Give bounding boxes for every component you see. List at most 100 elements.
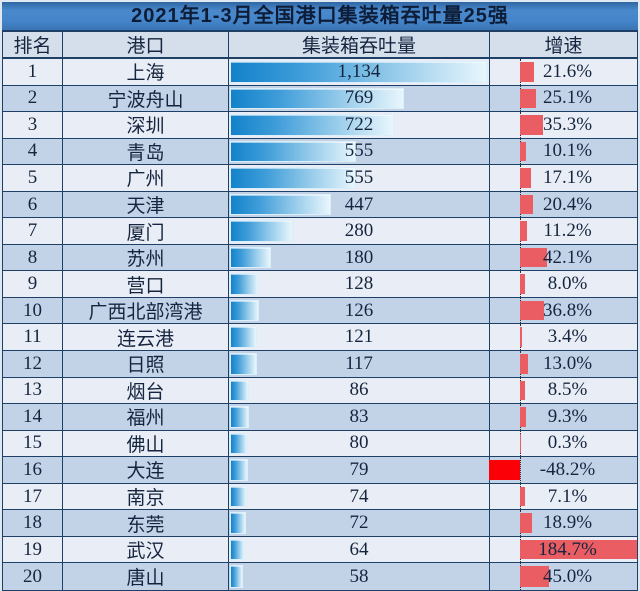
- throughput-value: 79: [350, 459, 369, 481]
- table-row: 5 广州 555 17.1%: [3, 165, 637, 192]
- growth-cell: 20.4%: [490, 192, 637, 218]
- throughput-value: 117: [345, 353, 373, 375]
- throughput-cell: 555: [229, 165, 490, 191]
- ranking-table: 排名 港口 集装箱吞吐量 增速 1 上海 1,134 21.6% 2 宁波舟山 …: [2, 30, 638, 591]
- rank-value: 8: [3, 245, 63, 271]
- growth-cell: 7.1%: [490, 484, 637, 510]
- growth-value: 20.4%: [514, 194, 621, 216]
- rank-value: 16: [3, 457, 63, 483]
- port-name: 日照: [63, 351, 229, 377]
- port-name: 连云港: [63, 324, 229, 350]
- rank-value: 13: [3, 378, 63, 404]
- growth-value: 0.3%: [514, 432, 621, 454]
- page-title: 2021年1-3月全国港口集装箱吞吐量25强: [2, 2, 638, 30]
- throughput-cell: 80: [229, 431, 490, 457]
- rank-value: 7: [3, 218, 63, 244]
- throughput-value: 1,134: [338, 61, 381, 83]
- growth-value: 45.0%: [514, 566, 621, 588]
- port-name: 烟台: [63, 378, 229, 404]
- growth-cell: 8.0%: [490, 271, 637, 297]
- growth-value: 9.3%: [514, 406, 621, 428]
- throughput-cell: 64: [229, 537, 490, 563]
- rank-value: 1: [3, 59, 63, 85]
- throughput-value: 555: [345, 140, 374, 162]
- growth-cell: 35.3%: [490, 112, 637, 138]
- header-port: 港口: [63, 32, 229, 57]
- growth-value: 11.2%: [514, 220, 621, 242]
- growth-cell: 18.9%: [490, 510, 637, 536]
- growth-value: 13.0%: [514, 353, 621, 375]
- growth-value: 7.1%: [514, 486, 621, 508]
- throughput-value: 769: [345, 87, 374, 109]
- throughput-bar: [230, 273, 259, 295]
- table-row: 4 青岛 555 10.1%: [3, 139, 637, 166]
- growth-cell: 9.3%: [490, 404, 637, 430]
- growth-cell: 10.1%: [490, 139, 637, 165]
- table-body: 1 上海 1,134 21.6% 2 宁波舟山 769 25.1% 3 深圳 7…: [3, 59, 637, 590]
- growth-value: 36.8%: [514, 300, 621, 322]
- throughput-cell: 72: [229, 510, 490, 536]
- throughput-value: 86: [350, 379, 369, 401]
- growth-value: 17.1%: [514, 167, 621, 189]
- port-name: 广州: [63, 165, 229, 191]
- rank-value: 18: [3, 510, 63, 536]
- table-row: 16 大连 79 -48.2%: [3, 457, 637, 484]
- rank-value: 11: [3, 324, 63, 350]
- port-name: 上海: [63, 59, 229, 85]
- table-row: 6 天津 447 20.4%: [3, 192, 637, 219]
- growth-value: 184.7%: [514, 539, 621, 561]
- port-name: 武汉: [63, 537, 229, 563]
- throughput-cell: 1,134: [229, 59, 490, 85]
- growth-value: 25.1%: [514, 87, 621, 109]
- throughput-bar: [230, 326, 257, 348]
- rank-value: 15: [3, 431, 63, 457]
- growth-value: 21.6%: [514, 61, 621, 83]
- table-row: 2 宁波舟山 769 25.1%: [3, 86, 637, 113]
- throughput-value: 280: [345, 220, 374, 242]
- throughput-bar: [230, 167, 356, 189]
- growth-cell: 42.1%: [490, 245, 637, 271]
- port-name: 营口: [63, 271, 229, 297]
- rank-value: 9: [3, 271, 63, 297]
- rank-value: 20: [3, 563, 63, 590]
- throughput-value: 58: [350, 566, 369, 588]
- throughput-bar: [230, 565, 243, 588]
- throughput-cell: 117: [229, 351, 490, 377]
- throughput-bar: [230, 433, 248, 455]
- throughput-value: 126: [345, 300, 374, 322]
- throughput-cell: 180: [229, 245, 490, 271]
- throughput-bar: [230, 247, 271, 269]
- throughput-value: 447: [345, 194, 374, 216]
- growth-cell: 8.5%: [490, 378, 637, 404]
- throughput-bar: [230, 406, 249, 428]
- throughput-bar: [230, 380, 249, 402]
- throughput-cell: 79: [229, 457, 490, 483]
- growth-value: 18.9%: [514, 512, 621, 534]
- throughput-bar: [230, 300, 259, 322]
- throughput-bar: [230, 88, 404, 110]
- throughput-cell: 58: [229, 563, 490, 590]
- table-row: 20 唐山 58 45.0%: [3, 563, 637, 590]
- rank-value: 2: [3, 86, 63, 112]
- port-name: 苏州: [63, 245, 229, 271]
- throughput-cell: 447: [229, 192, 490, 218]
- port-name: 天津: [63, 192, 229, 218]
- throughput-value: 74: [350, 486, 369, 508]
- port-name: 福州: [63, 404, 229, 430]
- rank-value: 14: [3, 404, 63, 430]
- port-name: 宁波舟山: [63, 86, 229, 112]
- rank-value: 6: [3, 192, 63, 218]
- growth-value: 3.4%: [514, 326, 621, 348]
- port-name: 南京: [63, 484, 229, 510]
- rank-value: 10: [3, 298, 63, 324]
- rank-value: 17: [3, 484, 63, 510]
- table-row: 17 南京 74 7.1%: [3, 484, 637, 511]
- throughput-cell: 128: [229, 271, 490, 297]
- table-row: 12 日照 117 13.0%: [3, 351, 637, 378]
- throughput-bar: [230, 220, 293, 242]
- throughput-bar: [230, 539, 245, 561]
- growth-cell: 45.0%: [490, 563, 637, 590]
- header-throughput: 集装箱吞吐量: [229, 32, 490, 57]
- port-name: 大连: [63, 457, 229, 483]
- table-row: 11 连云港 121 3.4%: [3, 324, 637, 351]
